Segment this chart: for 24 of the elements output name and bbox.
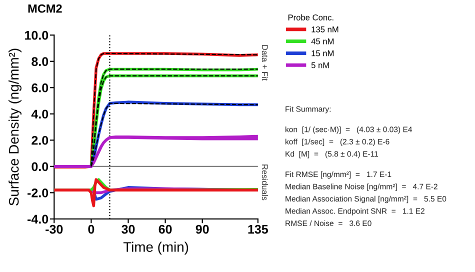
legend-label: 15 nM: [312, 50, 334, 56]
x-tick-label: -30: [46, 224, 63, 234]
y-tick-label: 10.0: [25, 30, 48, 40]
y-tick-label: -2.0: [28, 188, 48, 198]
y-tick-label: 8.0: [32, 57, 48, 66]
y-tick-label: -4.0: [28, 214, 48, 224]
x-axis-title: Time (min): [123, 242, 188, 255]
y-tick-label: 2.0: [32, 136, 48, 145]
legend-label: 135 nM: [312, 26, 338, 32]
y-tick-label: 4.0: [31, 110, 48, 119]
legend-label: 5 nM: [311, 62, 329, 68]
x-tick-label: 30: [122, 224, 135, 234]
text: Residuals: [262, 164, 268, 200]
legend-title: Probe Conc.: [288, 14, 334, 20]
legend-label: 45 nM: [311, 38, 334, 44]
x-tick-label: 0: [88, 224, 94, 234]
y-tick-label: 6.0: [32, 83, 48, 92]
chart-title: MCM2: [28, 4, 62, 13]
x-tick-label: 90: [196, 224, 209, 234]
text: Data + Fit: [262, 45, 268, 81]
x-tick-label: 135: [248, 224, 268, 234]
y-axis-title: Surface Density (ng/mm²): [8, 48, 22, 206]
y-tick-label: 0.0: [32, 162, 48, 172]
x-tick-label: 60: [158, 224, 172, 234]
